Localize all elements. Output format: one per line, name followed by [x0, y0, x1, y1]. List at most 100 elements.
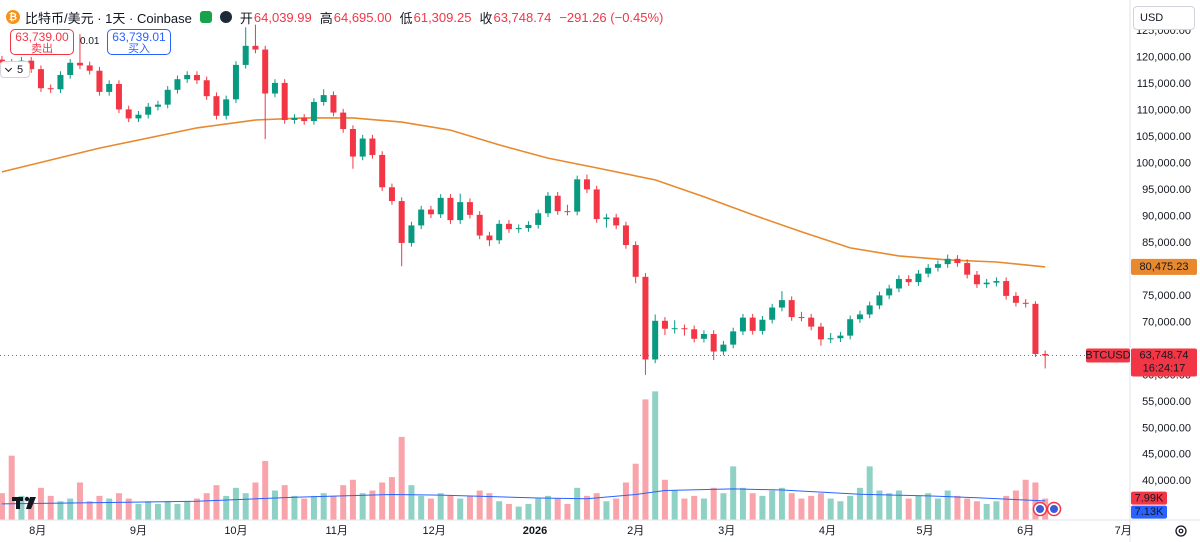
volume-bar [320, 493, 327, 520]
candle-body [895, 278, 902, 289]
volume-bar [847, 495, 854, 520]
volume-bar [213, 485, 220, 520]
candle-body [476, 214, 483, 236]
candle-body [359, 138, 366, 157]
open-value: 64,039.99 [253, 9, 312, 25]
candle-body [544, 195, 551, 214]
volume-bar [466, 495, 473, 520]
candle-body [1022, 302, 1029, 304]
volume-bar [8, 455, 15, 520]
candle-body [710, 334, 717, 352]
candle-body [993, 281, 1000, 283]
candle-body [437, 197, 444, 215]
candle-body [57, 74, 64, 90]
volume-bar [379, 482, 386, 520]
buy-price: 63,739.01 [112, 30, 166, 44]
candle-body [457, 202, 464, 221]
candle-body [749, 317, 756, 331]
candle-body [47, 88, 54, 90]
candle-body [388, 187, 395, 202]
candle-body [817, 326, 824, 340]
x-tick-label: 5月 [916, 525, 933, 537]
candle-body [564, 211, 571, 213]
candle-body [203, 80, 210, 97]
status-icon[interactable] [219, 11, 232, 23]
volume-bar [262, 461, 269, 520]
x-tick-label: 10月 [224, 525, 247, 537]
candle-body [515, 228, 522, 230]
candle-body [184, 74, 191, 80]
volume-bar [691, 495, 698, 520]
volume-bar [730, 466, 737, 520]
low-value: 61,309.25 [413, 9, 472, 25]
change-value: −291.26 (−0.45%) [559, 9, 664, 25]
settings-gear[interactable] [1175, 525, 1187, 537]
volume-bar [57, 501, 64, 520]
buy-button[interactable]: 63,739.01 买入 [107, 29, 171, 55]
candle-body [847, 319, 854, 336]
volume-bar [67, 498, 74, 520]
candle-body [505, 223, 512, 230]
close-label: 收 [479, 10, 493, 26]
volume-bar [720, 493, 727, 520]
candle-body [106, 83, 113, 92]
candle-body [301, 117, 308, 122]
volume-bar [154, 503, 161, 520]
flag-icon[interactable] [199, 11, 212, 23]
candle-body [486, 235, 493, 241]
candle-body [427, 209, 434, 215]
volume-bar [739, 487, 746, 520]
y-tick-label: 100,000.00 [1136, 157, 1191, 169]
volume-bar [515, 506, 522, 520]
volume-bar [837, 501, 844, 520]
candle-body [632, 245, 639, 277]
candle-body [96, 70, 103, 92]
candle-body [769, 307, 776, 320]
volume-bar [983, 503, 990, 520]
volume-bar [96, 495, 103, 520]
volume-bar [652, 391, 659, 520]
sell-button[interactable]: 63,739.00 卖出 [10, 29, 74, 55]
countdown-tag: 16:24:17 [1143, 362, 1186, 374]
volume-bar [876, 490, 883, 520]
volume-bar [642, 399, 649, 520]
candle-body [778, 300, 785, 308]
candle-body [466, 202, 473, 215]
volume-bar [145, 501, 152, 520]
volume-bar [28, 498, 35, 520]
symbol[interactable]: 比特币/美元 · 1天 · Coinbase [25, 10, 192, 26]
y-tick-label: 45,000.00 [1142, 449, 1191, 461]
volume-bar [174, 503, 181, 520]
volume-bar [905, 498, 912, 520]
volume-bar [193, 498, 200, 520]
candle-body [242, 45, 249, 65]
candle-body [193, 74, 200, 81]
candle-body [164, 89, 171, 105]
currency-select[interactable]: USD [1133, 6, 1195, 30]
interval-menu[interactable]: 5 [0, 61, 30, 78]
candle-body [28, 60, 35, 70]
volume-bar [583, 495, 590, 520]
volume-tag-bg [1131, 491, 1167, 505]
buy-label: 买入 [128, 43, 150, 55]
candle-body [700, 334, 707, 339]
volume-bar [47, 495, 54, 520]
volume-bar [661, 479, 668, 520]
candle-body [720, 344, 727, 352]
candle-body [310, 101, 317, 122]
candle-body [837, 335, 844, 339]
volume-bar [671, 490, 678, 520]
volume-bar [398, 436, 405, 520]
volume-tag: 7.99K [1135, 492, 1164, 504]
candle-body [496, 223, 503, 241]
candle-body [827, 338, 834, 340]
y-tick-label: 55,000.00 [1142, 396, 1191, 408]
sell-label: 卖出 [31, 43, 53, 55]
volume-bar [710, 487, 717, 520]
open-label: 开 [239, 10, 253, 26]
volume-bar [369, 490, 376, 520]
last-price-tag-bg [1131, 348, 1197, 377]
event-flags[interactable] [1032, 501, 1062, 517]
volume-bar [964, 498, 971, 520]
